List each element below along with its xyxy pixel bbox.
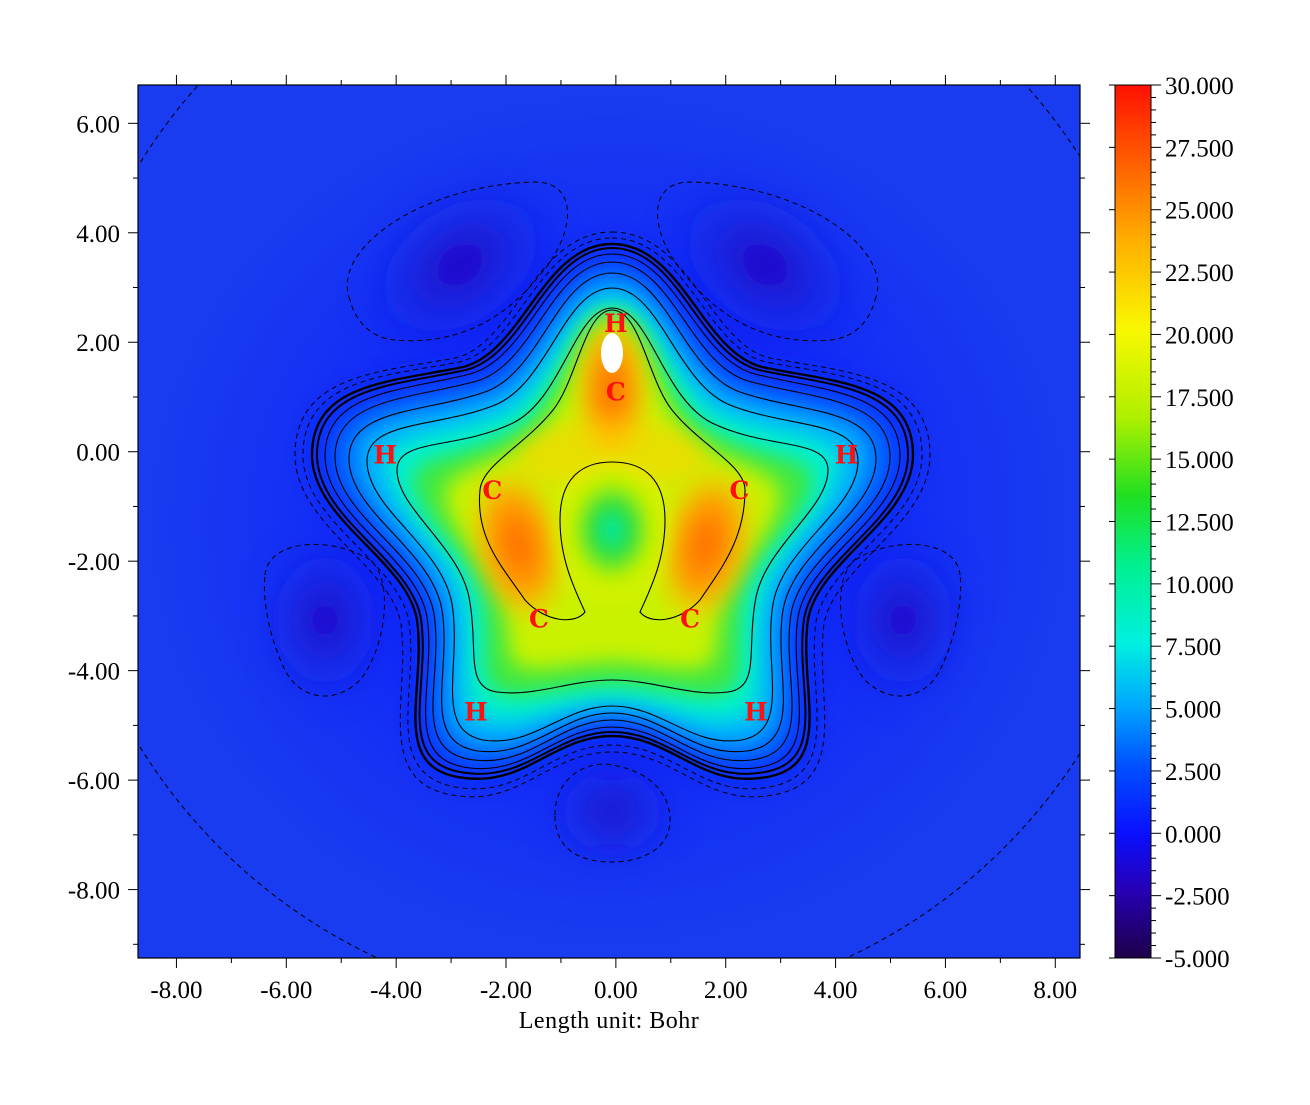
x-tick-label: 0.00 xyxy=(594,977,638,1004)
atom-label-c: C xyxy=(606,378,626,407)
y-tick-label: 2.00 xyxy=(76,330,120,357)
colorbar xyxy=(1114,84,1152,959)
colorbar-label: 5.000 xyxy=(1165,697,1221,724)
y-tick-label: -4.00 xyxy=(68,659,120,686)
x-tick-label: 4.00 xyxy=(814,977,858,1004)
atom-label-c: C xyxy=(680,605,700,634)
atom-label-h: H xyxy=(373,440,397,469)
colorbar-label: 15.000 xyxy=(1165,447,1234,474)
colorbar-label: -2.500 xyxy=(1165,884,1230,911)
y-tick-label: -2.00 xyxy=(68,549,120,576)
y-tick-label: 6.00 xyxy=(76,111,120,138)
x-tick-label: -2.00 xyxy=(480,977,532,1004)
colorbar-label: 0.000 xyxy=(1165,821,1221,848)
axis-ticks xyxy=(128,75,1090,968)
colorbar-label: 12.500 xyxy=(1165,510,1234,537)
x-tick-label: -8.00 xyxy=(150,977,202,1004)
colorbar-labels: 30.000 27.500 25.000 22.500 20.000 17.500 15.0… xyxy=(1165,73,1234,973)
atom-label-h: H xyxy=(744,698,768,727)
atom-label-h: H xyxy=(464,698,488,727)
colorbar-label: 22.500 xyxy=(1165,260,1234,287)
plot-frame xyxy=(137,84,1081,959)
colorbar-label: 17.500 xyxy=(1165,385,1234,412)
y-tick-label: 4.00 xyxy=(76,221,120,248)
x-tick-label: 6.00 xyxy=(924,977,968,1004)
colorbar-label: -5.000 xyxy=(1165,946,1230,973)
colorbar-label: 7.500 xyxy=(1165,634,1221,661)
negative-contours xyxy=(138,85,1080,958)
colorbar-label: 20.000 xyxy=(1165,322,1234,349)
x-tick-labels: -8.00 -6.00 -4.00 -2.00 0.00 2.00 4.00 6.00 8.00 xyxy=(150,977,1077,1004)
y-tick-label: -8.00 xyxy=(68,878,120,905)
x-tick-label: -4.00 xyxy=(370,977,422,1004)
atom-labels: H C H H C C C C H H xyxy=(373,309,858,727)
atom-label-h: H xyxy=(604,309,628,338)
atom-label-h: H xyxy=(835,440,859,469)
x-axis-title: Length unit: Bohr xyxy=(519,1008,699,1034)
colorbar-label: 2.500 xyxy=(1165,759,1221,786)
atom-label-c: C xyxy=(482,476,502,505)
y-tick-label: 0.00 xyxy=(76,440,120,467)
colorbar-label: 25.000 xyxy=(1165,198,1234,225)
colorbar-label: 27.500 xyxy=(1165,135,1234,162)
atom-label-c: C xyxy=(729,476,749,505)
y-tick-label: -6.00 xyxy=(68,768,120,795)
contour-lines xyxy=(310,242,915,781)
colorbar-label: 10.000 xyxy=(1165,572,1234,599)
colorbar-ticks xyxy=(1109,84,1161,959)
x-tick-label: -6.00 xyxy=(260,977,312,1004)
x-tick-label: 8.00 xyxy=(1033,977,1077,1004)
x-tick-label: 2.00 xyxy=(704,977,748,1004)
colorbar-label: 30.000 xyxy=(1165,73,1234,100)
density-field xyxy=(138,85,1080,958)
y-tick-labels: 6.00 4.00 2.00 0.00 -2.00 -4.00 -6.00 -8.00 xyxy=(68,111,120,904)
atom-label-c: C xyxy=(529,605,549,634)
